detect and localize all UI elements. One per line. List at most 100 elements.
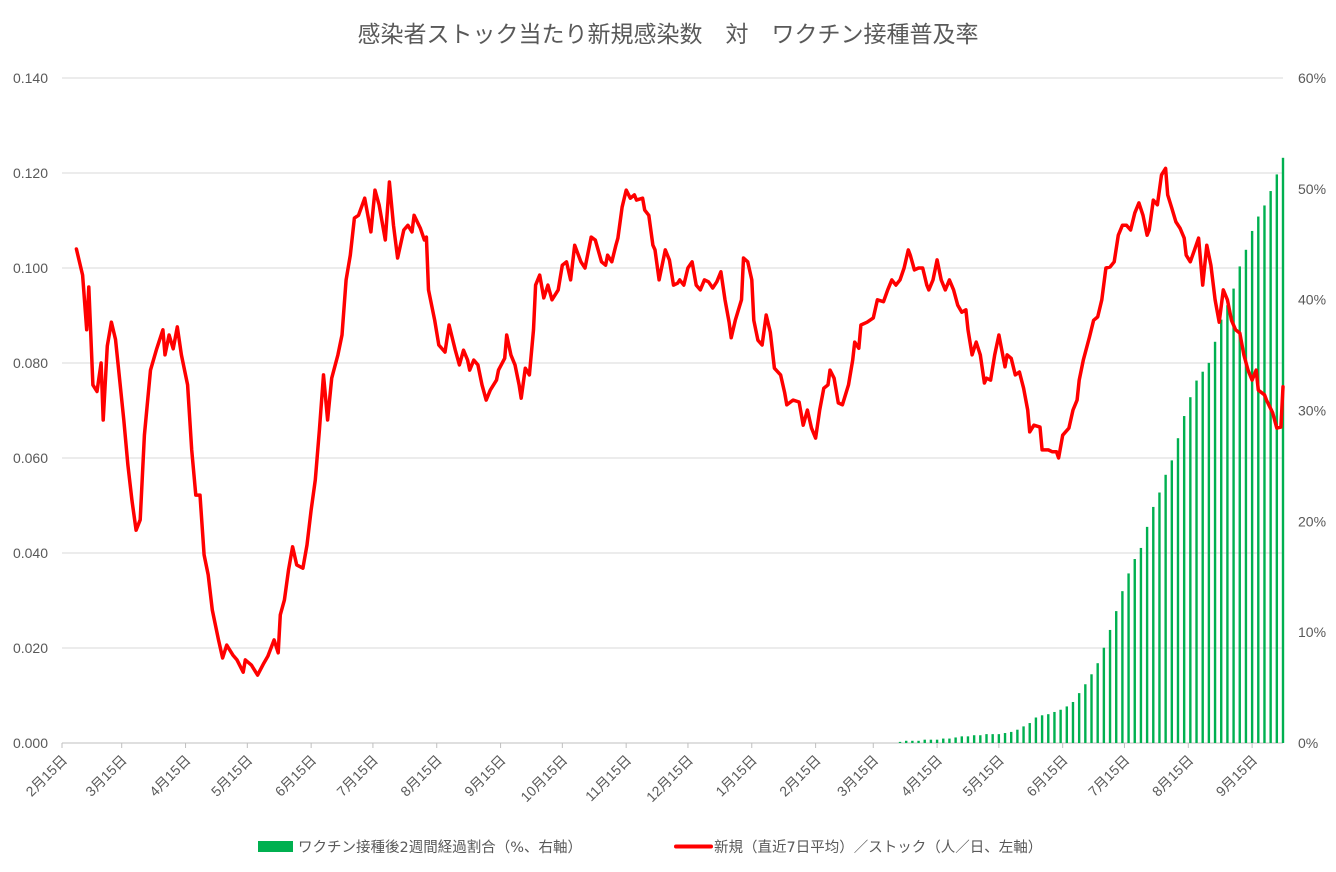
vaccination-bar	[1121, 591, 1124, 743]
left-tick-label: 0.080	[13, 355, 48, 371]
left-tick-label: 0.000	[13, 735, 48, 751]
x-tick-label: 6月15日	[272, 752, 320, 800]
vaccination-bar	[1232, 288, 1235, 743]
vaccination-bar	[1047, 714, 1050, 743]
vaccination-bar	[966, 736, 970, 743]
vaccination-bar	[1213, 341, 1217, 743]
vaccination-bar	[1059, 709, 1062, 743]
vaccination-bar	[1084, 684, 1087, 743]
new-cases-line	[74, 166, 1285, 677]
vaccination-bar	[904, 740, 908, 743]
vaccination-bar	[1220, 319, 1223, 743]
vaccination-bar	[1195, 380, 1198, 743]
x-tick-label: 2月15日	[776, 752, 824, 800]
vaccination-bar	[1207, 362, 1211, 743]
x-tick-label: 11月15日	[582, 752, 634, 804]
vaccination-bar	[1226, 305, 1229, 743]
vaccination-bar	[1170, 460, 1174, 743]
vaccination-bars	[898, 157, 1285, 744]
left-tick-label: 0.020	[13, 640, 48, 656]
x-tick-label: 5月15日	[208, 752, 256, 800]
vaccination-bar	[898, 741, 902, 743]
vaccination-bar	[1022, 726, 1025, 743]
vaccination-bar	[1115, 611, 1118, 743]
x-tick-label: 1月15日	[712, 752, 760, 800]
x-tick-label: 7月15日	[1085, 752, 1133, 800]
x-axis: 2月15日 3月15日 4月15日 5月15日 6月15日 7月15日 8月15日 9月15日…	[22, 743, 1260, 805]
vaccination-bar	[935, 739, 939, 743]
right-tick-label: 20%	[1298, 513, 1326, 529]
vaccination-bar	[1127, 573, 1130, 743]
vaccination-bar	[1071, 701, 1075, 743]
vaccination-bar	[1182, 416, 1186, 743]
left-tick-label: 0.060	[13, 450, 48, 466]
vaccination-bar	[979, 735, 982, 743]
vaccination-bar	[1016, 729, 1019, 743]
x-tick-label: 10月15日	[517, 752, 570, 805]
vaccination-bar	[923, 739, 926, 743]
vaccination-bar	[1096, 663, 1099, 743]
vaccination-bar	[991, 734, 994, 743]
right-tick-label: 40%	[1298, 292, 1326, 308]
x-tick-label: 12月15日	[643, 752, 696, 805]
vaccination-bar	[1164, 474, 1167, 743]
chart-title: 感染者ストック当たり新規感染数 対 ワクチン接種普及率	[358, 22, 979, 48]
x-tick-label: 5月15日	[959, 752, 1007, 800]
left-tick-label: 0.100	[13, 260, 48, 276]
legend-swatch-bars	[258, 841, 293, 852]
x-tick-label: 9月15日	[461, 752, 509, 800]
vaccination-bar	[929, 739, 933, 743]
legend-label-bars: ワクチン接種後2週間経過割合（%、右軸）	[298, 839, 582, 856]
right-tick-label: 60%	[1298, 70, 1326, 86]
vaccination-bar	[1034, 717, 1038, 743]
gridlines	[62, 77, 1283, 744]
vaccination-bar	[1145, 526, 1149, 743]
vaccination-bar	[1257, 216, 1260, 743]
vaccination-bar	[1010, 731, 1013, 743]
new-cases-series-line	[74, 166, 1285, 677]
vaccination-bar	[960, 736, 963, 743]
vaccination-bar	[942, 738, 945, 743]
left-tick-label: 0.140	[13, 70, 48, 86]
vaccination-bar	[1065, 706, 1069, 743]
vaccination-bar	[1201, 371, 1204, 743]
vaccination-bar	[1244, 249, 1248, 743]
vaccination-bar	[1028, 723, 1031, 743]
left-tick-label: 0.120	[13, 165, 48, 181]
right-tick-label: 30%	[1298, 403, 1326, 419]
x-tick-label: 8月15日	[1149, 752, 1197, 800]
left-tick-label: 0.040	[13, 545, 48, 561]
vaccination-bar	[1003, 733, 1007, 743]
x-tick-label: 3月15日	[82, 752, 130, 800]
vaccination-bar	[1269, 191, 1272, 744]
vaccination-bar	[1139, 547, 1143, 743]
vaccination-bar	[1133, 559, 1136, 743]
left-axis-ticks: 0.000 0.020 0.040 0.060 0.080 0.100 0.120 0.140	[13, 70, 48, 751]
x-tick-label: 8月15日	[397, 752, 445, 800]
vaccination-bar	[917, 740, 920, 743]
vaccination-bar	[972, 735, 976, 743]
vaccination-bar	[1189, 397, 1192, 743]
vaccination-bar	[1040, 715, 1044, 743]
vaccination-bar	[1176, 438, 1180, 743]
vaccination-bar	[911, 740, 914, 743]
right-tick-label: 10%	[1298, 624, 1326, 640]
x-tick-label: 7月15日	[333, 752, 381, 800]
vaccination-bar	[1263, 205, 1266, 744]
x-tick-label: 6月15日	[1023, 752, 1071, 800]
vaccination-bar	[1238, 266, 1241, 743]
vaccination-bar	[948, 738, 951, 743]
legend: ワクチン接種後2週間経過割合（%、右軸） 新規（直近7日平均）／ストック（人／日…	[258, 839, 1042, 856]
vaccination-bar	[1275, 174, 1279, 744]
vaccination-bar	[1090, 674, 1093, 743]
vaccination-bar	[1102, 647, 1106, 743]
vaccination-bar	[985, 734, 988, 743]
x-tick-label: 4月15日	[898, 752, 946, 800]
vaccination-bar	[1108, 629, 1112, 743]
x-tick-label: 4月15日	[146, 752, 194, 800]
vaccination-bar	[1250, 230, 1254, 743]
vaccination-bar	[1281, 157, 1285, 744]
right-tick-label: 0%	[1298, 735, 1318, 751]
vaccination-bar	[1077, 693, 1081, 743]
